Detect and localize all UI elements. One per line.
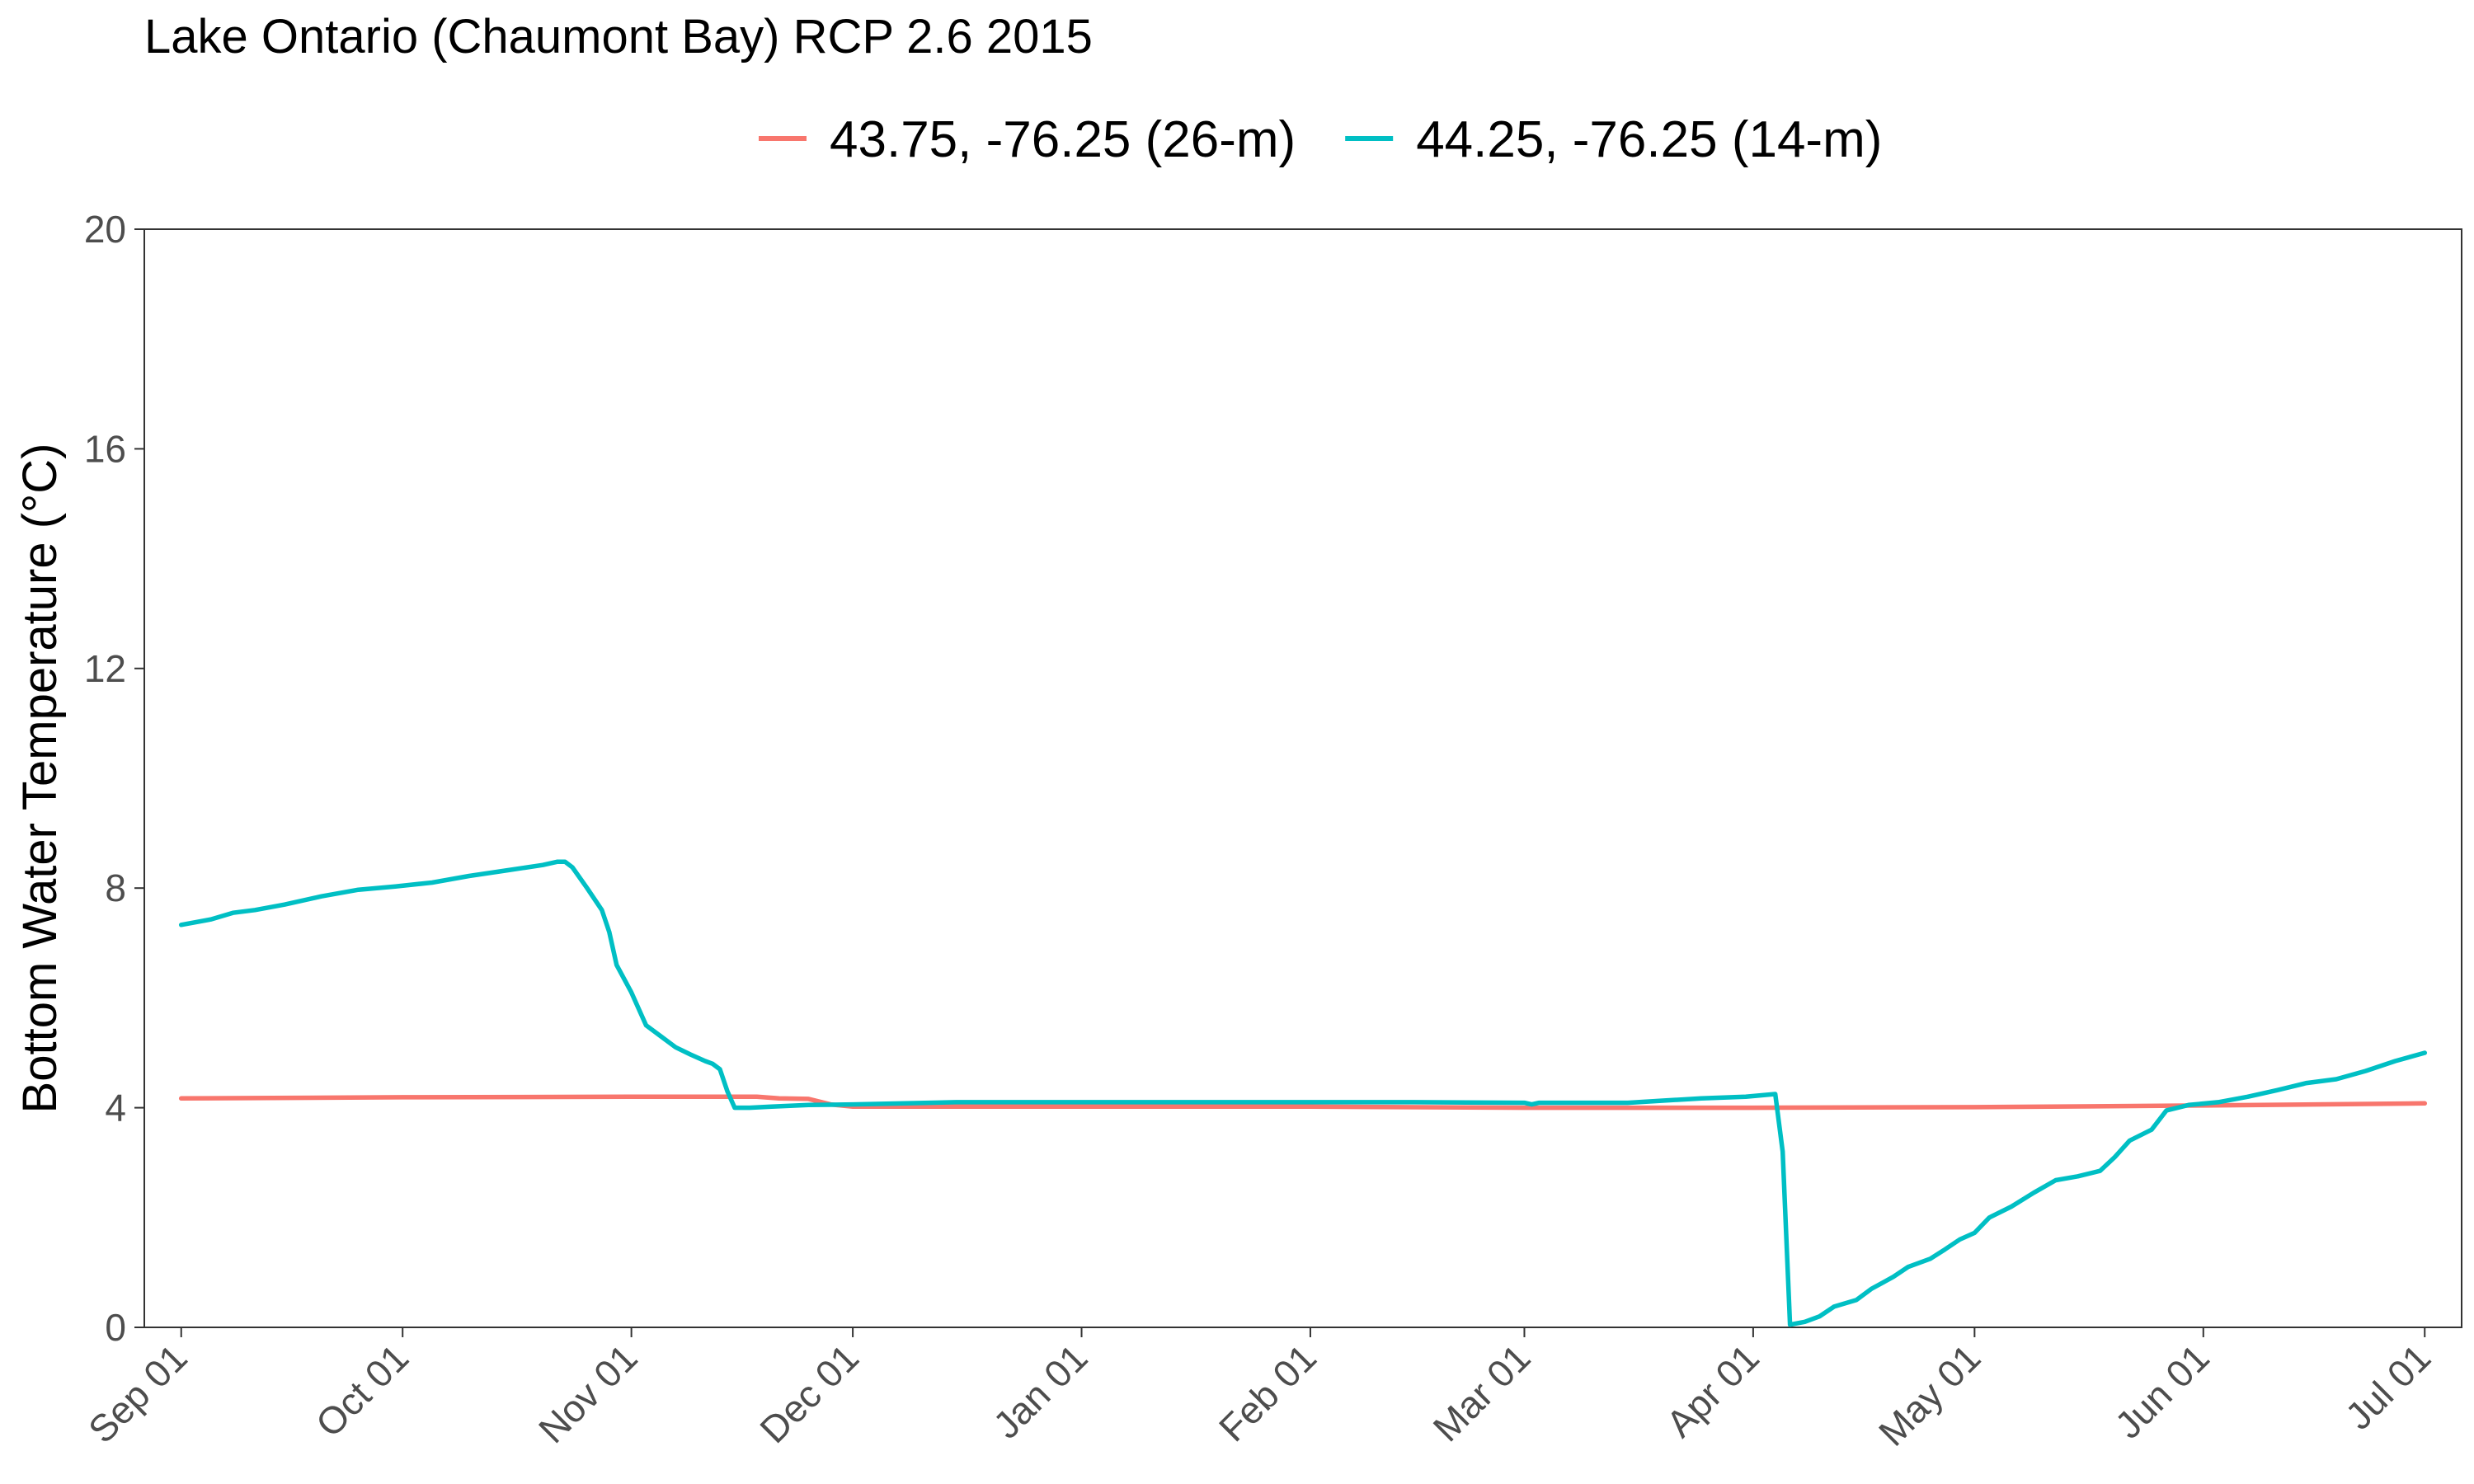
x-tick-label: Apr 01 (1658, 1336, 1767, 1445)
x-tick-label: Mar 01 (1425, 1336, 1539, 1449)
y-tick-label: 12 (84, 647, 126, 690)
chart-title: Lake Ontario (Chaumont Bay) RCP 2.6 2015 (144, 10, 1093, 63)
x-tick-label: Sep 01 (80, 1336, 195, 1451)
legend-label-1: 43.75, -76.25 (26-m) (830, 111, 1296, 168)
x-tick-label: Oct 01 (308, 1336, 417, 1445)
x-tick-label: May 01 (1870, 1336, 1988, 1453)
series-line-2 (178, 859, 2428, 1327)
x-tick-label: Dec 01 (751, 1336, 867, 1451)
x-tick-label: Feb 01 (1211, 1336, 1324, 1449)
y-tick-label: 16 (84, 427, 126, 470)
y-tick-label: 0 (105, 1306, 126, 1349)
y-tick-label: 8 (105, 866, 126, 909)
y-tick-label: 20 (84, 208, 126, 251)
plot-panel (143, 228, 2462, 1328)
y-tick-label: 4 (105, 1087, 126, 1129)
legend: 43.75, -76.25 (26-m) 44.25, -76.25 (14-m) (759, 111, 1882, 168)
x-tick-label: Nov 01 (530, 1336, 646, 1451)
x-tick-label: Jul 01 (2337, 1336, 2439, 1438)
x-tick-label: Jun 01 (2106, 1336, 2217, 1446)
series-layer (178, 859, 2428, 1327)
x-tick-label: Jan 01 (985, 1336, 1095, 1446)
x-axis: Sep 01 Oct 01 Nov 01 Dec 01 Jan 01 Feb 01 Mar … (80, 1327, 2439, 1454)
y-axis-title: Bottom Water Temperature (°C) (13, 444, 67, 1114)
y-axis: 0 4 8 12 16 20 (84, 208, 144, 1349)
legend-label-2: 44.25, -76.25 (14-m) (1416, 111, 1882, 168)
